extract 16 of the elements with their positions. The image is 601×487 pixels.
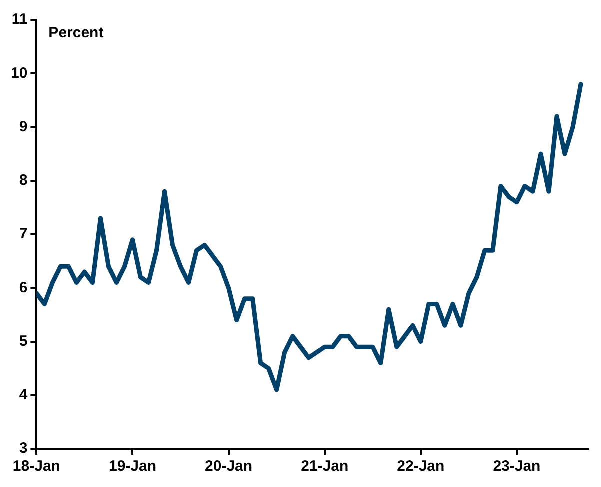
y-tick-label: 6 bbox=[19, 279, 28, 296]
y-tick-label: 4 bbox=[19, 386, 28, 404]
x-tick-label: 22-Jan bbox=[397, 458, 445, 476]
x-tick-label: 20-Jan bbox=[205, 458, 253, 476]
y-tick-label: 9 bbox=[19, 118, 28, 136]
y-tick-label: 7 bbox=[19, 226, 28, 243]
x-tick-label: 23-Jan bbox=[493, 458, 541, 476]
x-tick-label: 21-Jan bbox=[301, 458, 349, 476]
y-tick-label: 10 bbox=[10, 64, 28, 82]
x-tick-label: 19-Jan bbox=[108, 458, 157, 476]
y-tick-label: 5 bbox=[19, 332, 28, 350]
x-tick-label: 18-Jan bbox=[12, 458, 60, 476]
y-tick-label: 8 bbox=[19, 172, 28, 190]
y-tick-label: 3 bbox=[19, 440, 28, 458]
y-axis-title: Percent bbox=[48, 24, 104, 42]
y-tick-label: 11 bbox=[12, 11, 28, 28]
